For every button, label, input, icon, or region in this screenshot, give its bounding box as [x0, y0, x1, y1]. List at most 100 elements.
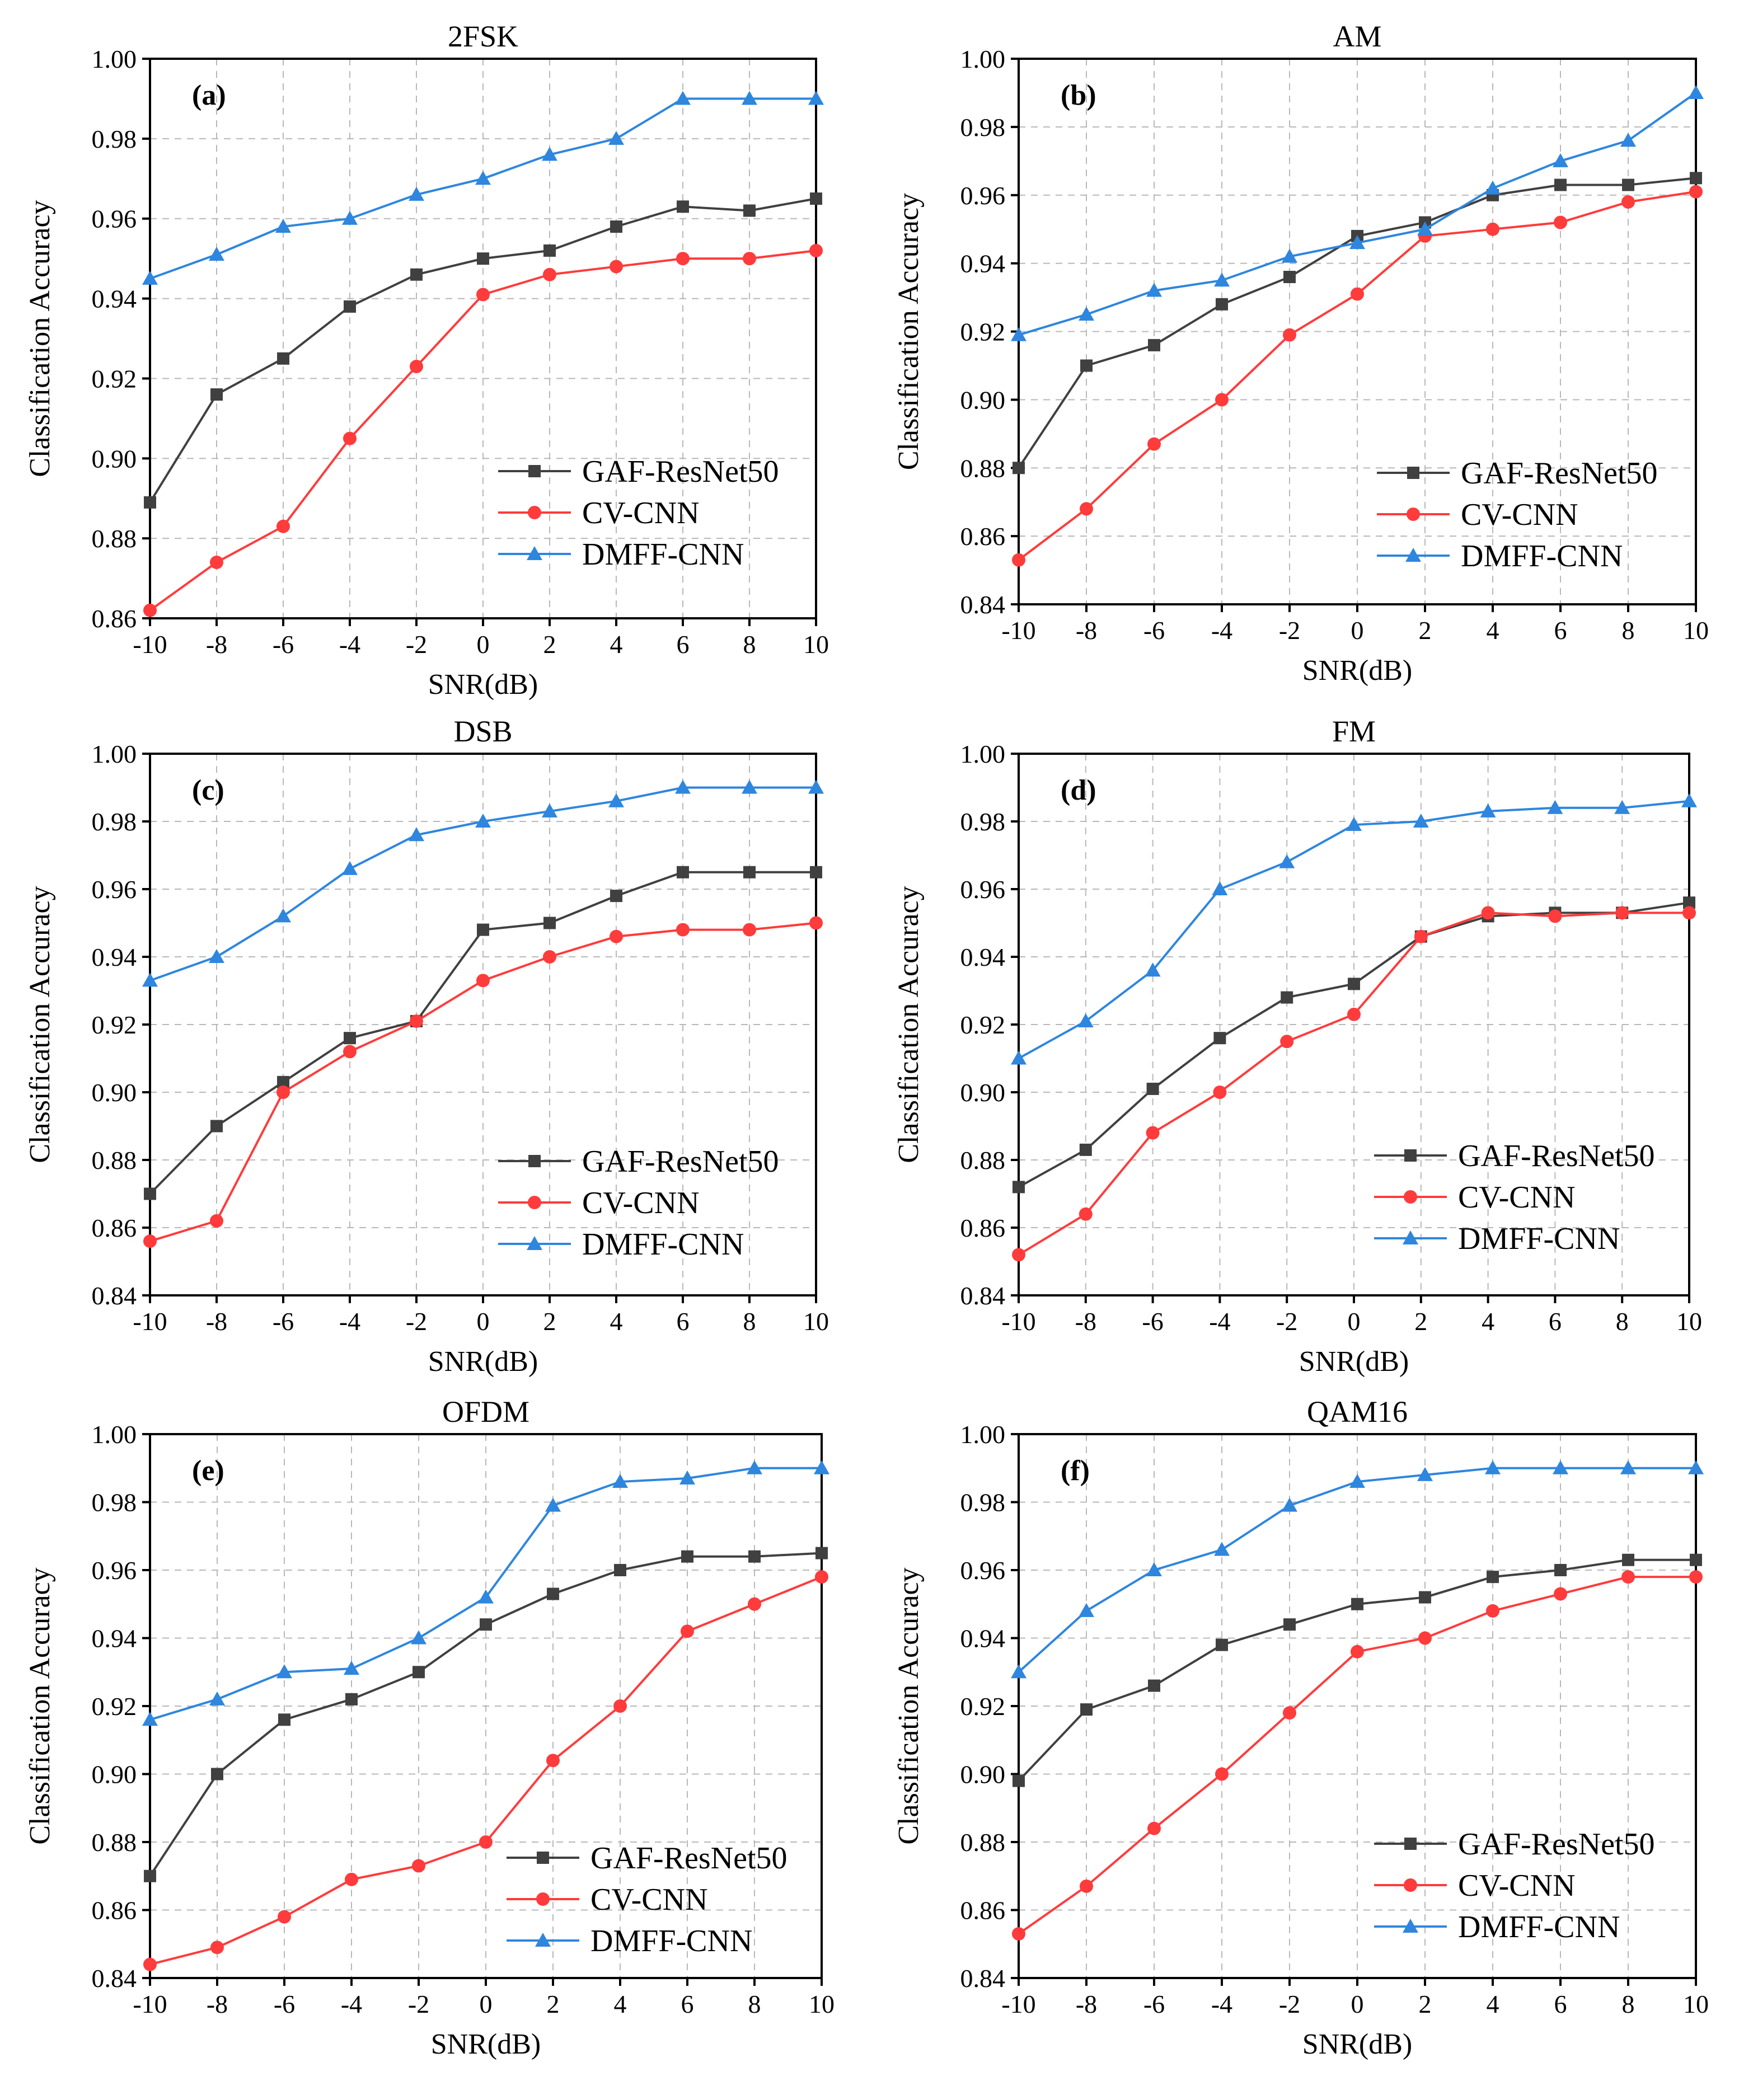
- data-point-cv-cnn: [676, 252, 690, 266]
- x-tick-label: -4: [339, 1307, 360, 1336]
- y-tick-label: 0.92: [960, 1692, 1006, 1721]
- data-point-dmff-cnn: [675, 779, 691, 794]
- y-tick-label: 0.98: [92, 1488, 137, 1517]
- data-point-dmff-cnn: [1688, 84, 1704, 99]
- y-tick-label: 0.96: [960, 875, 1006, 904]
- data-point-dmff-cnn: [1212, 881, 1228, 895]
- y-tick-label: 0.84: [960, 590, 1006, 619]
- grid: [1018, 58, 1696, 605]
- y-tick-label: 0.92: [92, 1692, 137, 1721]
- data-point-gaf-resnet50: [1216, 298, 1228, 311]
- y-tick-label: 1.00: [92, 1420, 137, 1449]
- x-tick-label: 2: [1414, 1307, 1427, 1336]
- data-point-dmff-cnn: [1413, 814, 1429, 828]
- series-dmff-cnn: [142, 779, 824, 987]
- data-point-cv-cnn: [1012, 553, 1025, 567]
- data-point-dmff-cnn: [1485, 1460, 1501, 1474]
- data-point-gaf-resnet50: [614, 1564, 626, 1576]
- data-point-cv-cnn: [1486, 1604, 1499, 1618]
- data-point-cv-cnn: [343, 431, 357, 445]
- x-tick-label: 2: [543, 1307, 556, 1336]
- data-point-gaf-resnet50: [477, 923, 489, 936]
- x-tick-label: -6: [274, 1990, 295, 2018]
- x-tick-label: -8: [1075, 1307, 1096, 1336]
- data-point-cv-cnn: [1283, 1706, 1296, 1720]
- grid: [1018, 753, 1690, 1296]
- data-point-dmff-cnn: [1146, 1562, 1162, 1576]
- x-tick-label: -4: [341, 1990, 362, 2018]
- legend-label: DMFF-CNN: [1461, 539, 1623, 574]
- x-tick-label: 10: [1676, 1307, 1702, 1336]
- y-tick-label: 0.94: [92, 1624, 137, 1653]
- x-tick-label: -4: [1211, 616, 1232, 645]
- data-point-dmff-cnn: [542, 803, 557, 818]
- data-point-cv-cnn: [1548, 909, 1562, 923]
- series-gaf-resnet50: [1013, 1553, 1702, 1787]
- y-tick-label: 0.92: [92, 364, 137, 393]
- data-point-gaf-resnet50: [344, 300, 356, 313]
- data-point-gaf-resnet50: [144, 1869, 156, 1882]
- y-tick-label: 0.88: [960, 454, 1006, 482]
- x-tick-label: 6: [681, 1990, 694, 2018]
- y-tick-label: 0.98: [92, 807, 137, 836]
- data-point-dmff-cnn: [475, 814, 491, 828]
- data-point-dmff-cnn: [1681, 793, 1697, 807]
- y-tick-label: 0.88: [960, 1146, 1006, 1175]
- y-tick-label: 0.96: [92, 1556, 137, 1585]
- data-point-dmff-cnn: [1349, 1474, 1365, 1488]
- data-point-dmff-cnn: [275, 908, 291, 923]
- data-point-gaf-resnet50: [1351, 1598, 1363, 1610]
- data-point-gaf-resnet50: [278, 1713, 290, 1726]
- data-point-dmff-cnn: [276, 1664, 292, 1679]
- legend-label: GAF-ResNet50: [1458, 1827, 1655, 1862]
- data-point-gaf-resnet50: [1013, 462, 1025, 475]
- data-point-cv-cnn: [1682, 906, 1696, 920]
- data-point-dmff-cnn: [478, 1589, 494, 1604]
- x-tick-label: 2: [543, 630, 556, 659]
- y-tick-label: 0.98: [960, 1488, 1006, 1517]
- x-tick-label: 8: [1616, 1307, 1629, 1336]
- data-point-gaf-resnet50: [1348, 978, 1360, 990]
- y-tick-label: 0.84: [92, 1281, 137, 1310]
- legend-marker: [1404, 1190, 1417, 1204]
- data-point-gaf-resnet50: [480, 1618, 492, 1631]
- legend-marker: [528, 1196, 541, 1209]
- data-point-cv-cnn: [681, 1624, 694, 1638]
- data-point-gaf-resnet50: [677, 866, 689, 878]
- y-tick-label: 1.00: [92, 740, 137, 768]
- data-point-gaf-resnet50: [1554, 1564, 1567, 1576]
- data-point-gaf-resnet50: [1146, 1082, 1159, 1095]
- x-tick-label: -2: [1279, 1990, 1300, 2018]
- data-point-cv-cnn: [210, 556, 223, 569]
- panel-label: (d): [1061, 774, 1096, 806]
- data-point-gaf-resnet50: [1690, 172, 1702, 185]
- legend-label: CV-CNN: [582, 1186, 700, 1220]
- data-point-gaf-resnet50: [144, 496, 156, 509]
- data-point-cv-cnn: [276, 1086, 290, 1099]
- data-point-dmff-cnn: [1011, 327, 1026, 341]
- x-tick-label: 2: [1419, 1990, 1432, 2018]
- chart-title: FM: [1332, 715, 1376, 748]
- chart-panel-qam16: -10 -8 -6 -4 -2 0 2 4 6 8 10 0.84 0.86 0.88 0.90 0.92 0.…: [893, 1395, 1709, 2060]
- data-point-gaf-resnet50: [345, 1693, 358, 1706]
- y-tick-label: 0.96: [92, 875, 137, 904]
- series-cv-cnn: [143, 916, 823, 1248]
- series-cv-cnn: [1012, 1570, 1703, 1941]
- series-cv-cnn: [143, 243, 823, 617]
- legend-marker: [528, 506, 541, 519]
- data-point-gaf-resnet50: [543, 917, 556, 929]
- chart-title: 2FSK: [448, 20, 518, 53]
- grid: [149, 1434, 822, 1979]
- y-tick-label: 0.86: [92, 1214, 137, 1242]
- data-point-dmff-cnn: [142, 1712, 158, 1726]
- y-tick-label: 0.94: [960, 1624, 1006, 1653]
- legend-label: GAF-ResNet50: [1461, 456, 1658, 491]
- x-tick-label: -10: [133, 1990, 167, 2018]
- data-point-cv-cnn: [610, 929, 623, 943]
- data-point-cv-cnn: [412, 1859, 425, 1873]
- data-point-cv-cnn: [1689, 1570, 1703, 1584]
- data-point-cv-cnn: [210, 1214, 223, 1228]
- data-point-dmff-cnn: [1079, 307, 1094, 321]
- y-axis-label: Classification Accuracy: [893, 193, 925, 470]
- x-tick-label: -8: [207, 1990, 228, 2018]
